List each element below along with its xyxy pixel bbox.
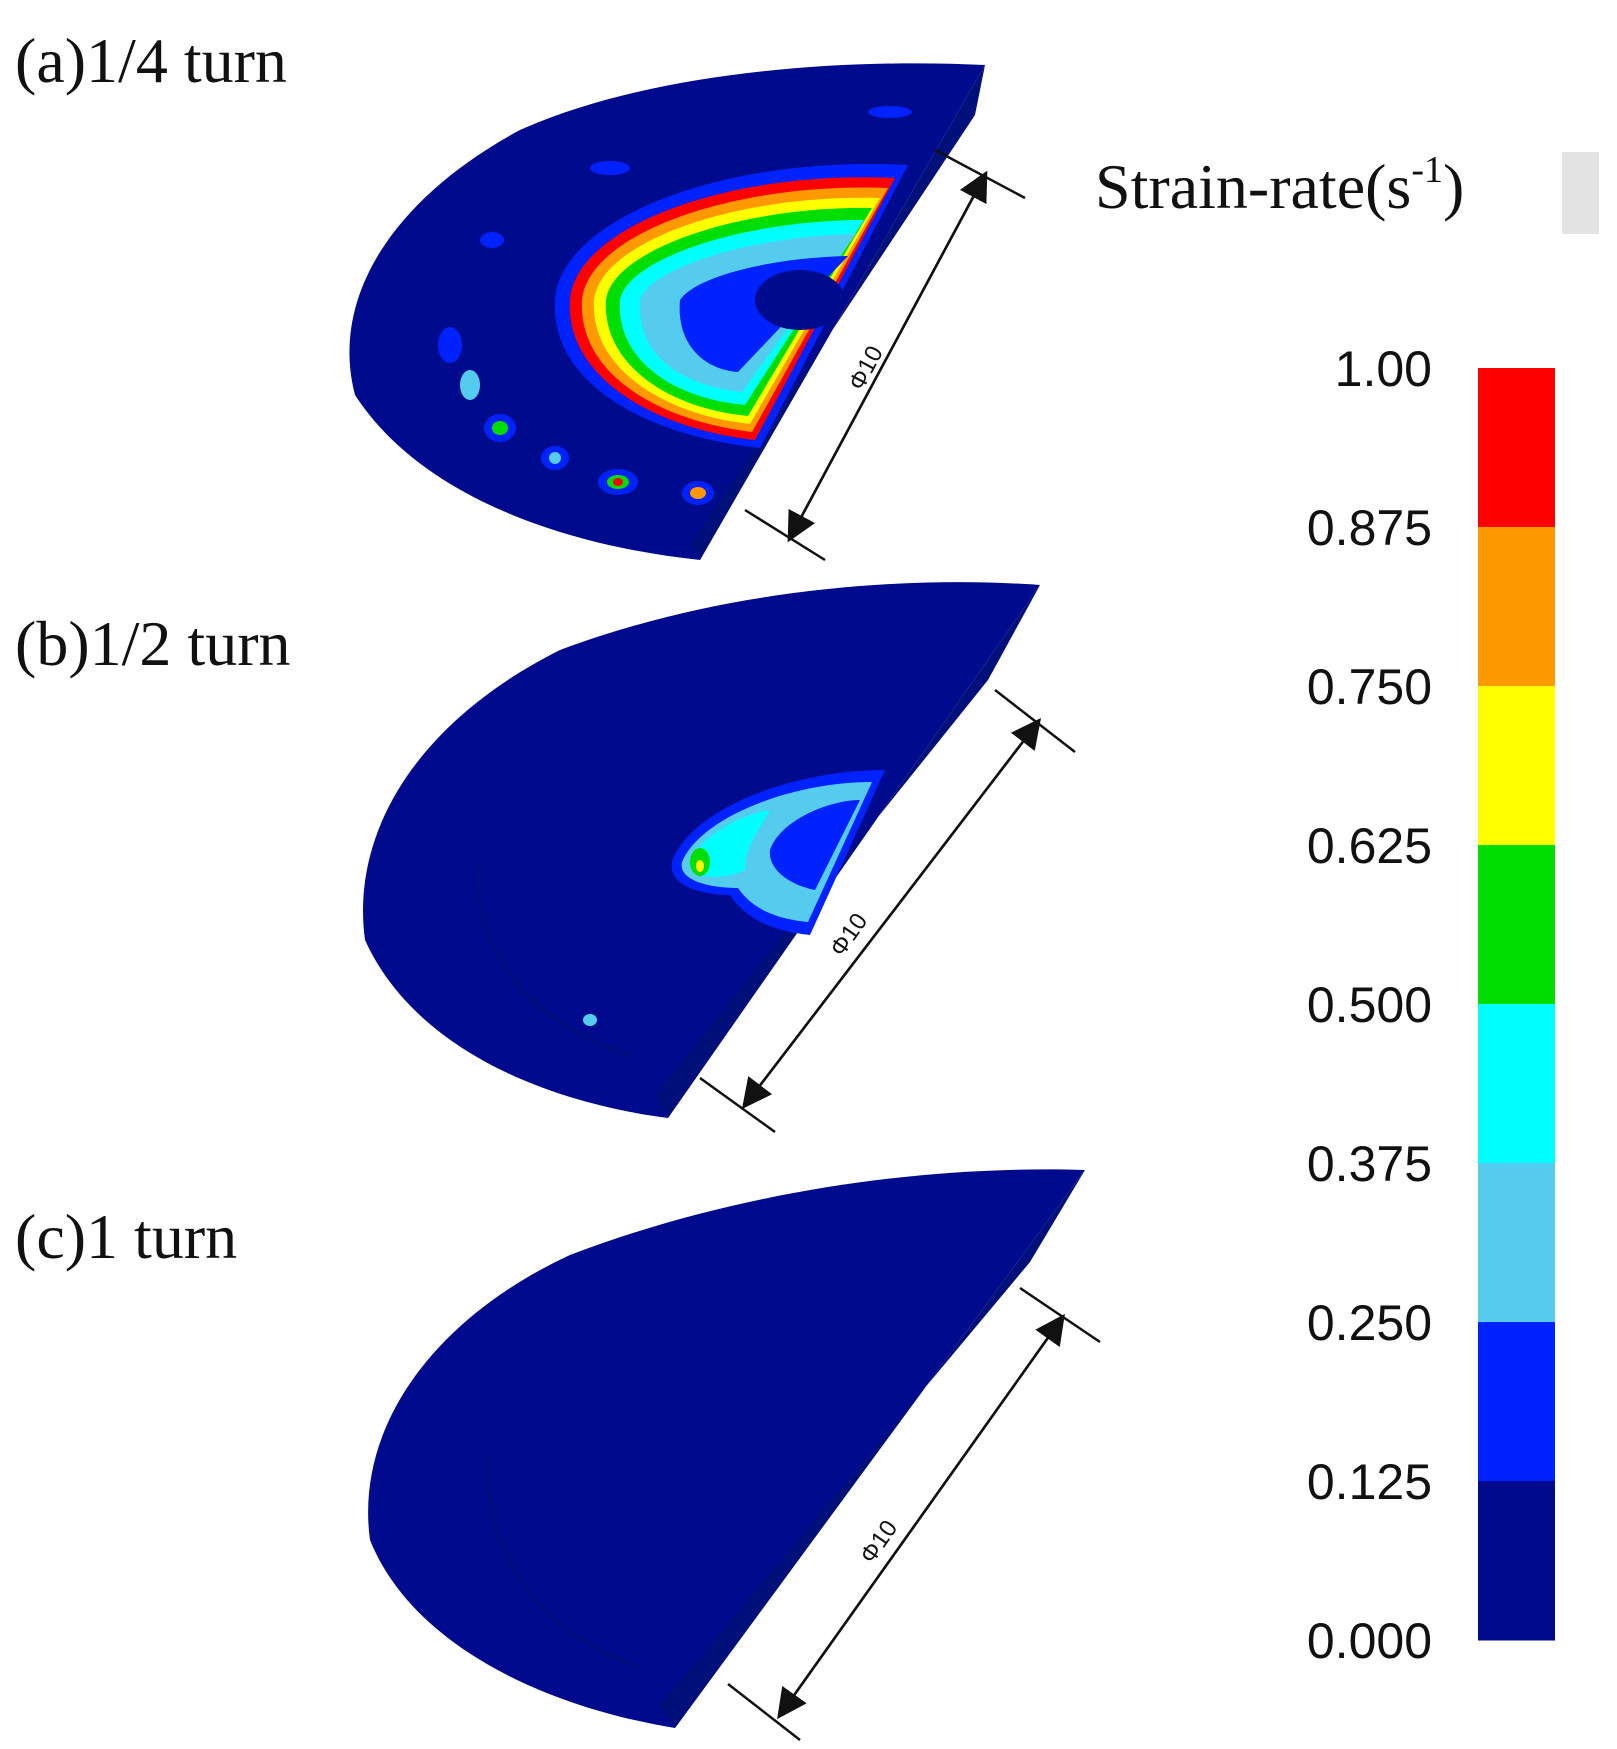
colorbar-ticks: 1.00 0.875 0.750 0.625 0.500 0.375 0.250 0.125 0… — [1307, 341, 1432, 1669]
panel-a-contour-band — [554, 163, 908, 449]
panel-b-dimension: Φ10 — [699, 689, 1076, 1134]
panel-b-label: (b)1/2 turn — [15, 608, 291, 679]
colorbar-segment — [1478, 686, 1555, 846]
colorbar-tick-label: 0.125 — [1307, 1454, 1432, 1510]
panel-b: (b)1/2 turn Φ10 — [15, 582, 1076, 1134]
legend-title-superscript: -1 — [1411, 149, 1443, 191]
panel-c: (c)1 turn Φ10 — [15, 1169, 1101, 1741]
colorbar-tick-label: 1.00 — [1335, 341, 1432, 397]
colorbar-segment — [1478, 845, 1555, 1005]
panel-b-sample — [363, 582, 1040, 1118]
colorbar-tick-label: 0.500 — [1307, 977, 1432, 1033]
panel-c-sample — [368, 1169, 1086, 1728]
colorbar-legend: Strain-rate(s-1) 1.00 0.875 0.750 0.625 0.50… — [1095, 149, 1599, 1669]
colorbar-tick-label: 0.625 — [1307, 818, 1432, 874]
panel-c-label: (c)1 turn — [15, 1201, 237, 1272]
panel-a: (a)1/4 turn — [15, 25, 1026, 562]
colorbar-segment — [1478, 1004, 1555, 1164]
panel-b-diameter-label: Φ10 — [825, 908, 873, 961]
legend-title-highlight — [1562, 152, 1599, 234]
colorbar-segment — [1478, 1322, 1555, 1482]
legend-title-main: Strain-rate(s — [1095, 151, 1411, 222]
legend-title: Strain-rate(s-1) — [1095, 149, 1464, 222]
colorbar-tick-label: 0.000 — [1307, 1613, 1432, 1669]
panel-a-ring-spots — [438, 106, 912, 505]
colorbar-segment — [1478, 1163, 1555, 1323]
panel-a-label: (a)1/4 turn — [15, 25, 287, 96]
colorbar-segment — [1478, 1481, 1555, 1641]
colorbar-tick-label: 0.875 — [1307, 500, 1432, 556]
legend-title-close: ) — [1443, 151, 1464, 222]
panel-c-disk — [368, 1169, 1086, 1728]
panel-a-sample — [349, 63, 985, 560]
colorbar-segment — [1478, 527, 1555, 687]
colorbar-tick-label: 0.250 — [1307, 1295, 1432, 1351]
panel-c-diameter-label: Φ10 — [855, 1515, 903, 1568]
colorbar-segment — [1478, 368, 1555, 528]
colorbar — [1478, 368, 1555, 1641]
colorbar-tick-label: 0.375 — [1307, 1136, 1432, 1192]
panel-b-contour-spot — [583, 770, 885, 1026]
panel-c-side-face — [660, 1170, 1085, 1728]
panel-a-dimension: Φ10 — [744, 148, 1026, 562]
panel-b-side-face — [655, 585, 1040, 1118]
colorbar-tick-label: 0.750 — [1307, 659, 1432, 715]
